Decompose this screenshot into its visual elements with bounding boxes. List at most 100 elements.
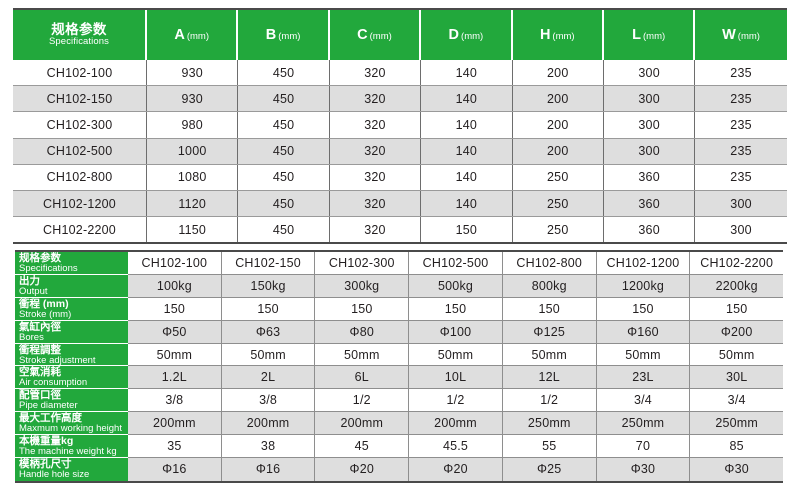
spec-label-en: Maxmum working height	[19, 423, 122, 435]
spec-cell: 2L	[221, 366, 316, 390]
table-row: 空氣消耗 Air consumption 1.2L 2L 6L 10L 12L …	[15, 366, 784, 390]
dimension-cell-c: 320	[330, 217, 422, 243]
dimension-cell-model: CH102-2200	[13, 217, 147, 243]
table-row: CH102-500 1000 450 320 140 200 300 235	[13, 138, 787, 165]
dimension-cell-b: 450	[238, 217, 330, 243]
dimension-header-c: C (mm)	[329, 10, 422, 60]
spec-label-en: Output	[19, 285, 48, 297]
dimension-cell-l: 300	[604, 138, 696, 164]
spec-label-cn: 衝程 (mm)	[19, 297, 69, 310]
spec-cell: 38	[221, 435, 316, 459]
dimension-table: 规格参数 Specifications A (mm) B (mm) C (mm) D(…	[13, 8, 787, 245]
spec-label-cn: 本機重量kg	[19, 435, 74, 448]
dimension-header-h-symbol: H (mm)	[540, 27, 575, 43]
spec-label-en: Handle hole size	[19, 469, 90, 481]
spec-cell: Φ63	[221, 320, 316, 344]
spec-cell: 150	[502, 297, 597, 321]
dimension-cell-b: 450	[238, 112, 330, 138]
dimension-cell-w: 300	[730, 222, 752, 237]
spec-cell: CH102-800	[502, 252, 597, 275]
spec-label-en: Stroke (mm)	[19, 308, 72, 320]
dimension-cell-w: 235	[730, 144, 752, 159]
spec-cell: 200mm	[409, 412, 503, 436]
spec-cell: 3/8	[221, 389, 316, 413]
spec-cell: Φ200	[690, 320, 784, 344]
dimension-cell-l: 360	[604, 164, 696, 190]
spec-cell: Φ16	[128, 458, 222, 481]
spec-cell: CH102-1200	[596, 252, 691, 275]
table-row: 模柄孔尺寸 Handle hole size Φ16 Φ16 Φ20 Φ20 Φ…	[15, 458, 784, 481]
table-row: CH102-1200 1120 450 320 140 250 360 300	[13, 190, 787, 218]
dimension-cell-b: 450	[238, 60, 330, 86]
dimension-cell-l: 300	[604, 112, 696, 138]
dimension-header-d-symbol: D (mm)	[449, 27, 484, 43]
spec-cell: 55	[502, 435, 597, 459]
spec-cell: Φ160	[596, 320, 691, 344]
spec-cell: 1200kg	[596, 274, 691, 298]
table-row: CH102-300 980 450 320 140 200 300 235	[13, 112, 787, 139]
spec-cell: Φ80	[315, 320, 410, 344]
dimension-cell-b: 450	[238, 138, 330, 164]
spec-cell: 50mm	[502, 343, 597, 367]
dimension-cell-l: 360	[604, 217, 696, 243]
dimension-cell-d: 140	[421, 138, 513, 164]
spec-cell: CH102-2200	[690, 252, 784, 275]
dimension-header-b-unit: (mm)	[278, 30, 301, 42]
spec-cell: 250mm	[596, 412, 691, 436]
spec-label-en: Stroke adjustment	[19, 354, 96, 366]
dimension-header-c-unit: (mm)	[369, 30, 392, 42]
dimension-cell-model: CH102-150	[13, 86, 147, 112]
dimension-cell-w: 235	[730, 117, 752, 132]
spec-row-label-machine-weight: 本機重量kg The machine weight kg	[15, 435, 128, 459]
spec-cell: 23L	[596, 366, 691, 390]
spec-cell: 200mm	[128, 412, 222, 436]
spec-cell: 150	[315, 297, 410, 321]
spec-cell: 150	[690, 298, 784, 321]
spec-label-cn: 规格参数	[19, 252, 61, 264]
dimension-cell-c: 320	[330, 190, 422, 217]
table-row: 本機重量kg The machine weight kg 35 38 45 45…	[15, 435, 784, 459]
spec-row-label-stroke: 衝程 (mm) Stroke (mm)	[15, 297, 128, 321]
spec-label-cn: 最大工作高度	[19, 412, 82, 425]
dimension-header-l-symbol: L (mm)	[632, 27, 665, 43]
dimension-header-h: H (mm)	[512, 10, 604, 60]
spec-cell: Φ125	[502, 320, 597, 344]
spec-row-label-handle-hole-size: 模柄孔尺寸 Handle hole size	[15, 458, 128, 481]
spec-cell: 50mm	[128, 343, 222, 367]
dimension-header-h-unit: (mm)	[552, 30, 575, 42]
dimension-cell-h: 200	[513, 60, 604, 86]
dimension-cell-w: 300	[730, 196, 752, 211]
spec-cell: 1.2L	[128, 366, 222, 390]
dimension-header-a-letter: A	[174, 26, 185, 43]
spec-cell: 70	[596, 435, 691, 459]
dimension-cell-a: 930	[147, 86, 239, 112]
dimension-cell-c: 320	[330, 138, 422, 164]
spec-label-cn: 出力	[19, 274, 40, 287]
dimension-header-w-unit: (mm)	[737, 30, 760, 42]
dimension-header-specifications-cn: 规格参数	[51, 22, 107, 38]
dimension-header-a-unit: (mm)	[186, 30, 210, 42]
dimension-cell-h: 250	[513, 164, 604, 190]
spec-cell: 300kg	[315, 274, 410, 298]
dimension-cell-a: 980	[147, 112, 239, 138]
spec-cell: 2200kg	[690, 274, 784, 298]
table-row: 规格参数 Specifications CH102-100 CH102-150 …	[15, 252, 784, 275]
dimension-header-c-symbol: C (mm)	[357, 27, 392, 43]
spec-row-label-output: 出力 Output	[15, 274, 128, 298]
table-row: CH102-100 930 450 320 140 200 300 235	[13, 60, 787, 87]
dimension-cell-h: 200	[513, 86, 604, 112]
dimension-header-h-letter: H	[539, 26, 551, 43]
dimension-cell-c: 320	[330, 112, 422, 138]
dimension-header-d-letter: D	[448, 26, 460, 43]
dimension-cell-a: 930	[147, 60, 239, 86]
dimension-cell-l: 300	[604, 60, 696, 86]
table-row: 衝程 (mm) Stroke (mm) 150 150 150 150 150 …	[15, 297, 784, 321]
dimension-cell-d: 150	[421, 217, 513, 243]
dimension-cell-d: 140	[421, 112, 513, 138]
dimension-cell-c: 320	[330, 60, 422, 86]
spec-cell: 35	[128, 435, 222, 459]
dimension-header-d-unit: (mm)	[461, 30, 484, 42]
dimension-cell-a: 1080	[147, 164, 239, 190]
spec-cell: 50mm	[690, 344, 784, 367]
spec-cell: 800kg	[502, 274, 597, 298]
